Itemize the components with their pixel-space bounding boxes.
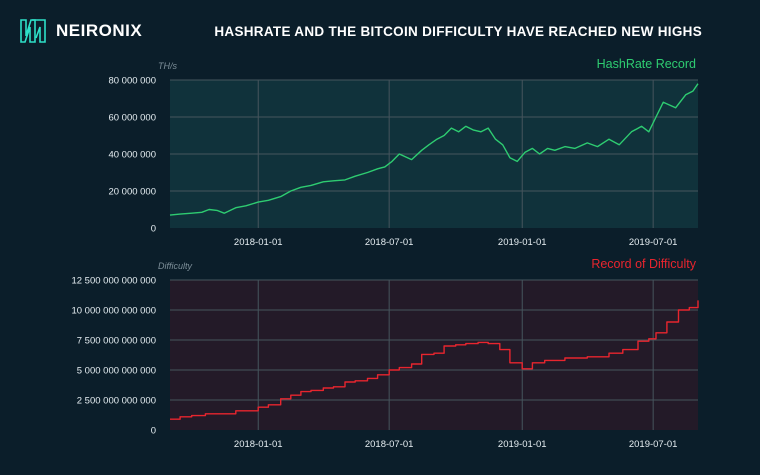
neironix-logo-icon <box>20 19 46 43</box>
difficulty-x-tick-label: 2019-07-01 <box>629 439 678 450</box>
page-headline: HASHRATE AND THE BITCOIN DIFFICULTY HAVE… <box>214 24 702 39</box>
hashrate-y-axis-label: TH/s <box>158 61 177 71</box>
difficulty-y-axis-label: Difficulty <box>158 261 193 271</box>
hashrate-y-tick-label: 60 000 000 <box>108 113 156 124</box>
hashrate-y-tick-label: 0 <box>151 224 156 235</box>
hashrate-y-tick-label: 80 000 000 <box>108 76 156 87</box>
difficulty-x-tick-label: 2019-01-01 <box>498 439 547 450</box>
difficulty-chart: 0 2 500 000 000 000 5 000 000 000 000 7 500… <box>71 257 699 450</box>
hashrate-x-tick-label: 2018-01-01 <box>234 237 283 248</box>
hashrate-series-line <box>169 83 699 216</box>
hashrate-chart-title: HashRate Record <box>597 57 696 71</box>
difficulty-x-tick-label: 2018-01-01 <box>234 439 283 450</box>
difficulty-y-tick-label: 10 000 000 000 000 <box>71 306 156 317</box>
difficulty-y-tick-label: 0 <box>151 426 156 437</box>
hashrate-y-tick-label: 20 000 000 <box>108 187 156 198</box>
difficulty-y-tick-label: 2 500 000 000 000 <box>77 396 156 407</box>
brand-name: NEIRONIX <box>56 21 143 40</box>
difficulty-series-line <box>170 300 699 420</box>
hashrate-x-tick-label: 2018-07-01 <box>365 237 414 248</box>
difficulty-y-tick-label: 7 500 000 000 000 <box>77 336 156 347</box>
difficulty-x-tick-label: 2018-07-01 <box>365 439 414 450</box>
hashrate-x-tick-label: 2019-07-01 <box>629 237 678 248</box>
difficulty-chart-title: Record of Difficulty <box>591 257 696 271</box>
difficulty-y-tick-label: 5 000 000 000 000 <box>77 366 156 377</box>
hashrate-y-tick-label: 40 000 000 <box>108 150 156 161</box>
hashrate-x-tick-label: 2019-01-01 <box>498 237 547 248</box>
difficulty-y-tick-label: 12 500 000 000 000 <box>71 276 156 287</box>
hashrate-chart: 0 20 000 000 40 000 000 60 000 000 80 000 00… <box>108 57 699 248</box>
brand-logo: NEIRONIX <box>18 16 142 46</box>
